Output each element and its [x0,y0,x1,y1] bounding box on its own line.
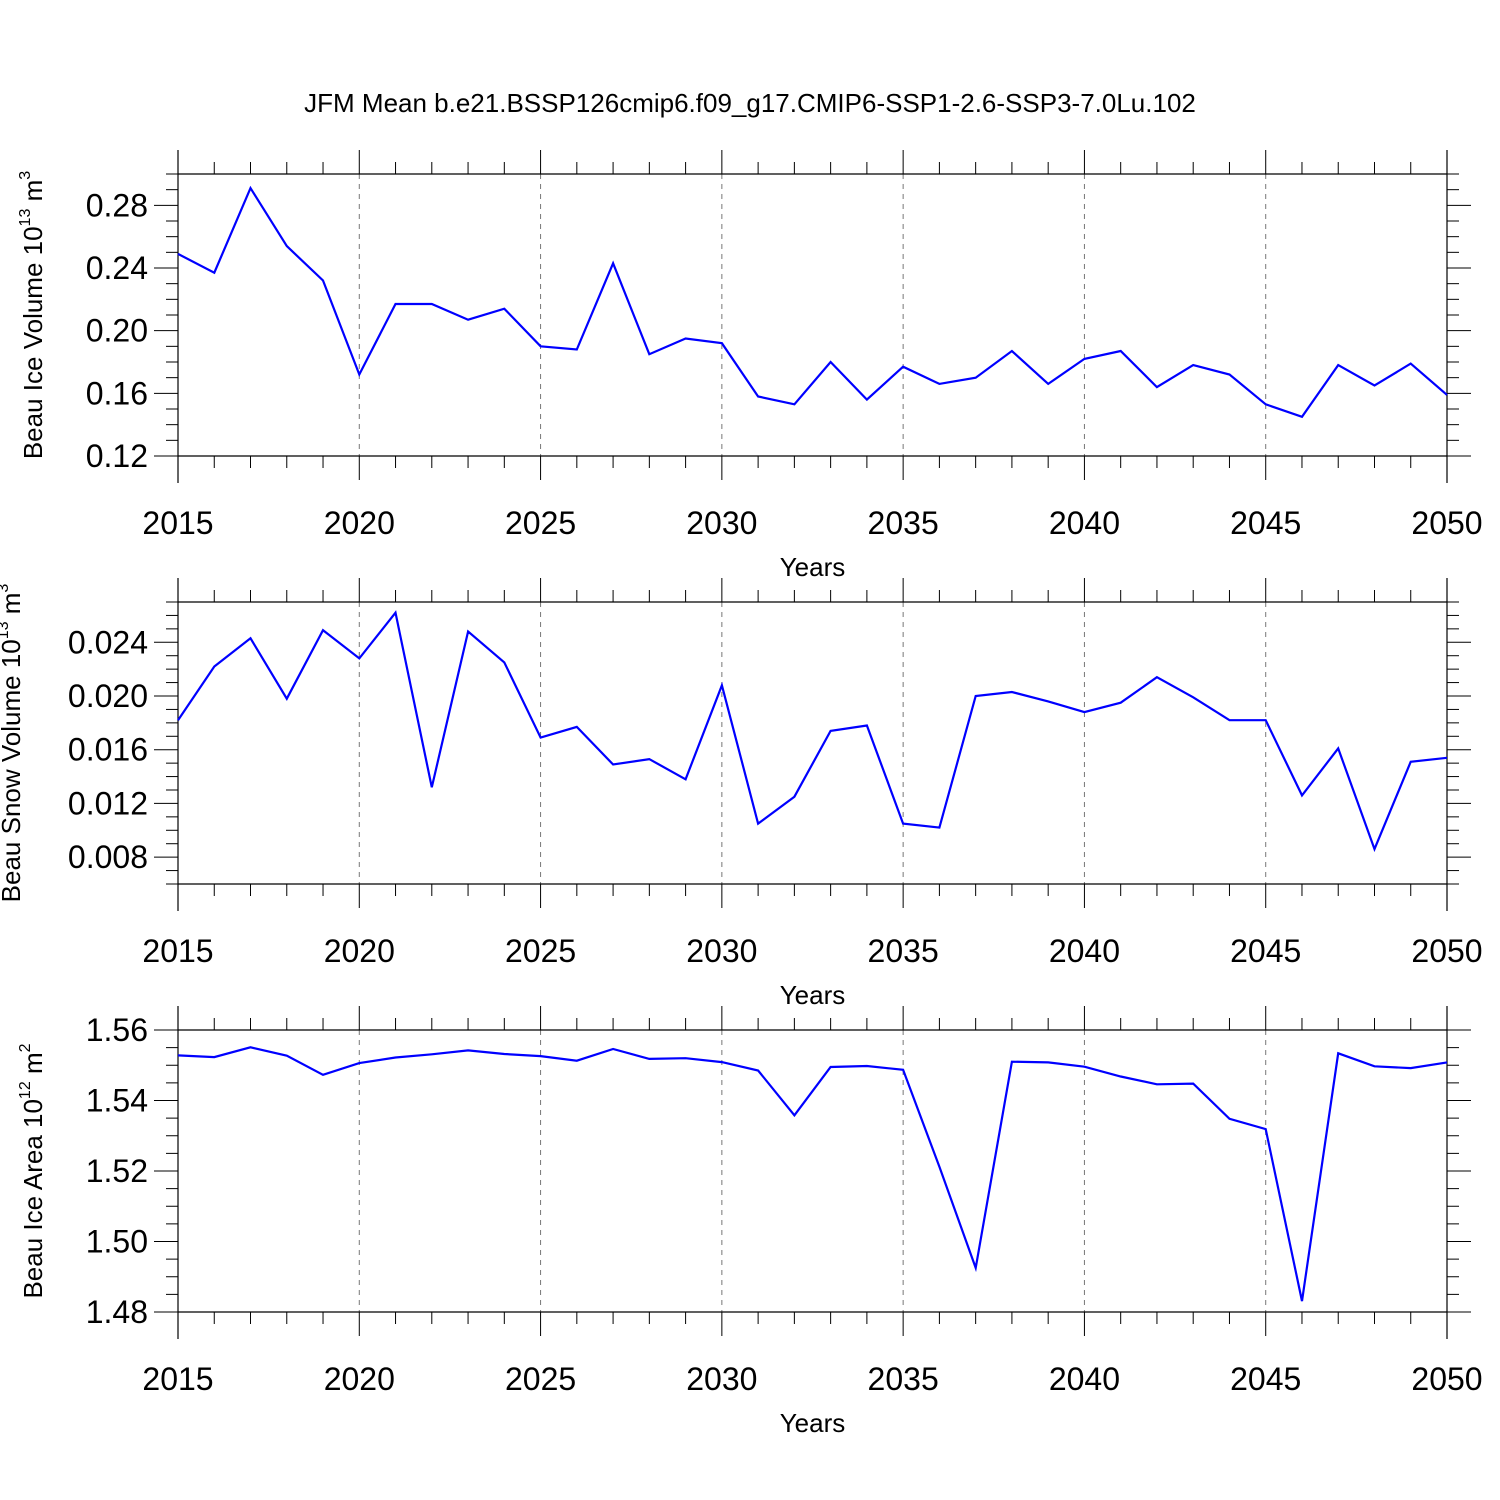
chart-panels: 2015 2020 2025 2030 2035 2040 2045 2050 0.12 0.16… [0,150,1483,1438]
chart2-x-tick-label: 2050 [1411,933,1482,969]
chart2-y-tick-label: 0.016 [68,732,148,768]
chart3-y-axis-label: Beau Ice Area 1012 m2 [17,1043,48,1298]
chart3-y-tick-label: 1.56 [86,1012,148,1048]
chart2-x-tick-label: 2030 [686,933,757,969]
chart3-y-tick-label: 1.54 [86,1083,148,1119]
chart3-x-tick-label: 2050 [1411,1361,1482,1397]
chart3-x-tick-label: 2045 [1230,1361,1301,1397]
chart2-y-tick-label: 0.020 [68,678,148,714]
chart2-x-tick-label: 2020 [324,933,395,969]
chart1-series-line [177,185,1448,419]
chart1-y-axis-label: Beau Ice Volume 1013 m3 [17,171,48,459]
chart1-y-tick-label: 0.24 [86,250,148,286]
chart2-y-tick-label: 0.024 [68,624,148,660]
chart1-x-tick-label: 2025 [505,505,576,541]
chart1-x-tick-label: 2050 [1411,505,1482,541]
chart2-x-tick-label: 2040 [1049,933,1120,969]
chart2-x-tick-label: 2035 [868,933,939,969]
chart-panel-ice-volume: 2015 2020 2025 2030 2035 2040 2045 2050 0.12 0.16… [17,150,1483,582]
chart1-y-tick-label: 0.20 [86,313,148,349]
chart2-series-line [177,610,1448,853]
chart2-x-tick-label: 2045 [1230,933,1301,969]
chart3-x-tick-label: 2035 [868,1361,939,1397]
chart2-y-tick-label: 0.012 [68,785,148,821]
chart-panel-ice-area: 2015 2020 2025 2030 2035 2040 2045 2050 1.48 1.50… [17,1006,1483,1438]
chart3-x-tick-label: 2030 [686,1361,757,1397]
chart1-x-tick-label: 2020 [324,505,395,541]
chart2-y-axis-label: Beau Snow Volume 1013 m3 [0,584,26,903]
chart3-y-tick-label: 1.52 [86,1153,148,1189]
chart3-x-tick-label: 2020 [324,1361,395,1397]
chart2-x-tick-label: 2025 [505,933,576,969]
chart3-y-tick-label: 1.50 [86,1224,148,1260]
chart1-x-tick-label: 2030 [686,505,757,541]
chart1-x-tick-label: 2040 [1049,505,1120,541]
chart1-y-tick-label: 0.28 [86,187,148,223]
chart1-x-tick-label: 2045 [1230,505,1301,541]
chart1-x-tick-label: 2015 [142,505,213,541]
chart3-x-tick-label: 2040 [1049,1361,1120,1397]
chart3-x-tick-label: 2025 [505,1361,576,1397]
chart1-x-axis-label: Years [780,552,846,582]
chart3-series-line [177,1046,1448,1302]
chart-panel-snow-volume: 2015 2020 2025 2030 2035 2040 2045 2050 0.008 0.0… [0,578,1483,1010]
chart1-y-tick-label: 0.12 [86,438,148,474]
chart3-x-axis-label: Years [780,1408,846,1438]
chart2-x-axis-label: Years [780,980,846,1010]
chart2-x-tick-label: 2015 [142,933,213,969]
chart3-x-tick-label: 2015 [142,1361,213,1397]
chart1-y-tick-label: 0.16 [86,375,148,411]
figure-title: JFM Mean b.e21.BSSP126cmip6.f09_g17.CMIP… [304,88,1196,118]
chart1-x-tick-label: 2035 [868,505,939,541]
chart3-y-tick-label: 1.48 [86,1294,148,1330]
chart2-y-tick-label: 0.008 [68,839,148,875]
